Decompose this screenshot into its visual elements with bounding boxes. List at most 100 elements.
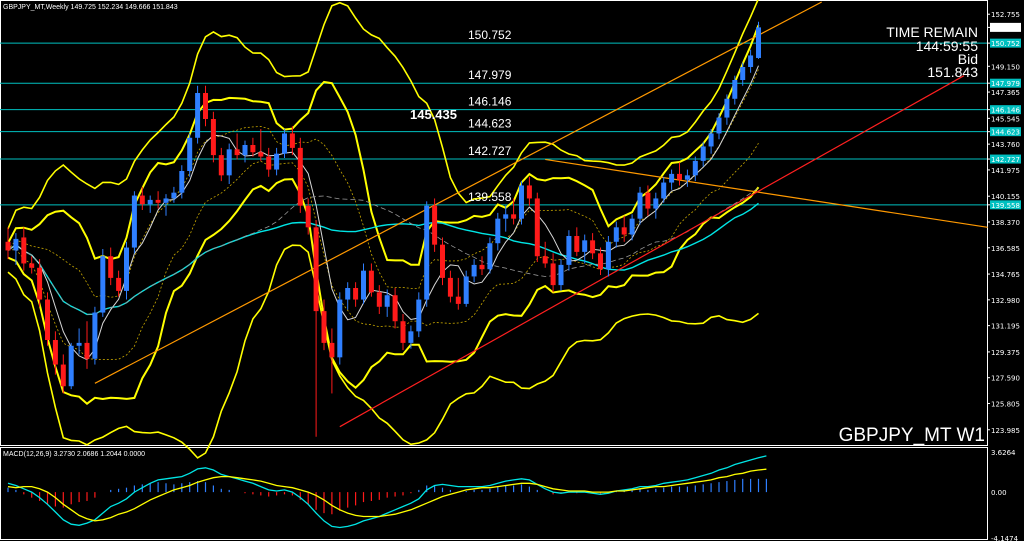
level-annotation: 150.752 <box>468 28 512 42</box>
candle-body <box>353 288 359 300</box>
candle-body <box>748 55 754 67</box>
candle-body <box>337 299 343 358</box>
level-annotations: 150.752 147.979 146.146 144.623 142.727 139.5… <box>410 28 512 204</box>
indicator-lines <box>7 0 760 459</box>
candle-body <box>716 117 722 134</box>
candle-body <box>582 240 588 252</box>
candle-body <box>195 93 201 138</box>
candle-body <box>226 149 232 176</box>
trendlines <box>94 1 988 428</box>
candle-body <box>732 80 738 99</box>
candle-body <box>637 192 643 219</box>
candle-body <box>52 340 58 365</box>
symbol-watermark: GBPJPY_MT W1 <box>839 425 985 446</box>
candle-body <box>700 146 706 161</box>
candle-body <box>29 263 35 268</box>
candle-body <box>416 299 422 332</box>
level-annotation: 139.558 <box>468 190 512 204</box>
bollinger-lower-inner <box>7 178 760 405</box>
time-remain-value: 144:59:55 <box>916 38 978 54</box>
candle-body <box>289 133 295 148</box>
candle-body <box>116 277 122 291</box>
candle-body <box>345 288 351 300</box>
candle-body <box>242 145 248 156</box>
candle-body <box>629 218 635 235</box>
candlesticks <box>5 21 761 437</box>
highlight-annotation: 145.435 <box>410 107 457 122</box>
candle-body <box>282 133 287 154</box>
price-tick-label: 152.755 <box>991 11 1020 19</box>
candle-body <box>447 277 453 297</box>
candle-body <box>534 198 540 257</box>
price-tag-label: 142.727 <box>991 156 1020 164</box>
candle-body <box>756 27 761 58</box>
candle-body <box>250 145 256 153</box>
candle-body <box>708 133 714 147</box>
price-tag <box>990 22 1021 32</box>
candle-body <box>440 244 445 278</box>
dotted-band-upper <box>7 69 759 298</box>
candle-body <box>455 296 461 304</box>
candle-body <box>297 147 303 206</box>
price-tick-label: 149.150 <box>991 63 1020 71</box>
candle-body <box>692 160 698 176</box>
candle-body <box>68 345 74 387</box>
price-tick-label: 136.585 <box>991 245 1020 253</box>
candle-body <box>258 152 264 157</box>
candle-body <box>45 299 50 340</box>
macd-label: MACD(12,26,9) 3.2730 2.0686 1.2044 0.000… <box>3 451 145 458</box>
candle-body <box>526 185 532 199</box>
horizontal-levels <box>0 42 987 206</box>
candle-body <box>471 264 477 277</box>
moving-average-dashed <box>7 187 759 315</box>
price-tick-label: 123.985 <box>991 427 1020 435</box>
macd-signal-line <box>7 468 767 522</box>
candle-body <box>740 67 746 80</box>
price-tag <box>990 200 1021 210</box>
price-tag <box>990 105 1021 115</box>
candle-body <box>376 292 382 307</box>
price-tick-label: 127.590 <box>991 375 1020 383</box>
candle-body <box>100 256 106 313</box>
macd-line <box>7 455 767 529</box>
candle-body <box>392 295 398 322</box>
candle-body <box>187 137 193 171</box>
price-tick-label: 125.805 <box>991 400 1020 408</box>
candle-body <box>550 263 556 286</box>
candle-body <box>124 247 129 291</box>
candle-body <box>155 199 161 203</box>
candle-body <box>21 237 27 264</box>
candle-body <box>511 214 517 219</box>
macd-tick-label: 3.6264 <box>991 449 1016 457</box>
price-tag-label: 144.623 <box>991 129 1020 137</box>
price-tick-label: 140.155 <box>991 193 1020 201</box>
candle-body <box>653 198 659 209</box>
candle-body <box>171 192 177 199</box>
price-tag-label: 147.979 <box>991 80 1020 88</box>
candle-body <box>76 342 82 346</box>
candle-body <box>724 98 730 118</box>
candle-body <box>645 192 651 209</box>
candle-body <box>266 156 272 170</box>
candle-body <box>661 182 667 199</box>
candle-body <box>495 218 501 244</box>
candle-body <box>677 173 682 180</box>
candle-body <box>5 241 11 251</box>
candle-body <box>210 119 216 156</box>
candle-body <box>329 342 335 358</box>
candle-body <box>384 295 390 307</box>
bid-label: Bid <box>958 51 978 67</box>
macd-pane: 3.6264 0.00 -4.1474 <box>7 449 1019 541</box>
candle-body <box>613 227 619 242</box>
candle-body <box>598 253 603 270</box>
candle-body <box>519 185 524 219</box>
candle-body <box>566 236 572 265</box>
trendline-red-rising <box>339 75 965 428</box>
price-tag-label: 151.843 <box>991 24 1020 32</box>
candle-body <box>479 264 485 270</box>
price-tick-label: 138.370 <box>991 219 1020 227</box>
price-tag <box>990 38 1021 48</box>
candle-body <box>131 195 137 248</box>
bollinger-lower-outer <box>7 244 759 459</box>
candle-body <box>400 321 406 343</box>
